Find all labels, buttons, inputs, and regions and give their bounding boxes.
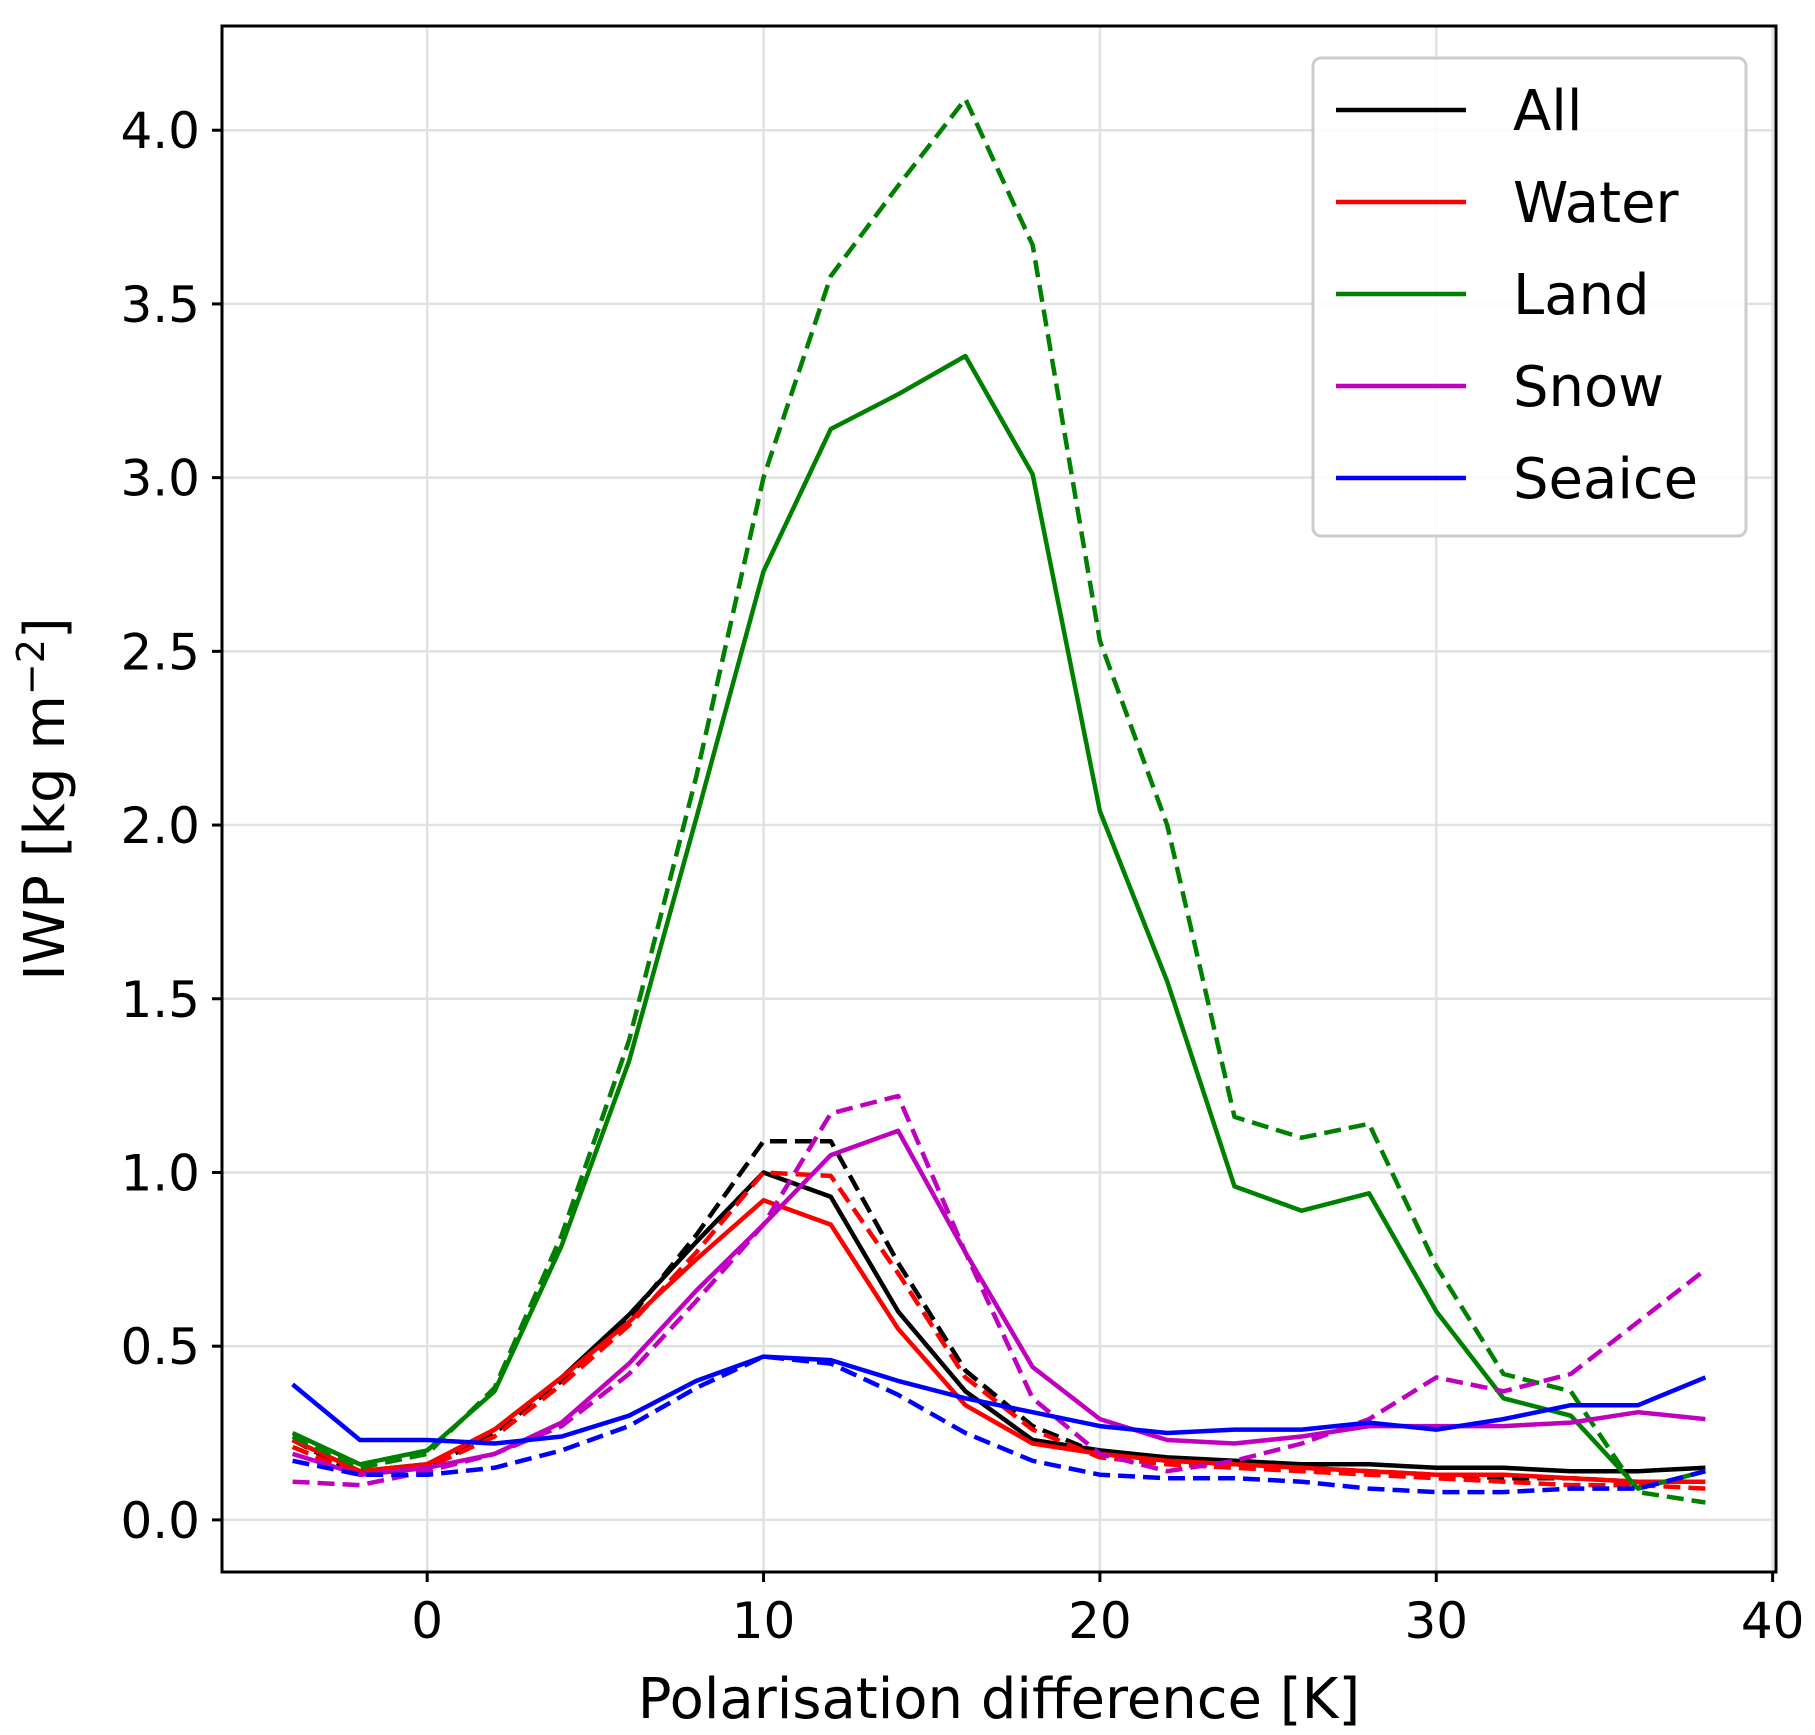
x-tick-label: 30 [1404, 1592, 1468, 1650]
x-ticks: 0 10 20 30 40 [411, 1572, 1804, 1650]
y-ticks: 0.0 0.5 1.0 1.5 2.0 2.5 3.0 3.5 4.0 [120, 102, 222, 1550]
y-axis-title-close: ] [13, 617, 78, 639]
series-line-seaice-solid [291, 1354, 1707, 1446]
y-tick-label: 0.0 [120, 1492, 200, 1550]
series-line-water-dashed [291, 1170, 1706, 1491]
legend-label-snow: Snow [1513, 355, 1664, 420]
y-tick-label: 3.0 [120, 450, 200, 508]
x-tick-label: 10 [732, 1592, 796, 1650]
y-axis-title-main: IWP [kg m [13, 695, 78, 981]
legend-label-water: Water [1513, 171, 1680, 236]
x-axis-title: Polarisation difference [K] [638, 1667, 1360, 1732]
y-axis-title-exponent: −2 [9, 639, 53, 695]
y-tick-label: 4.0 [120, 102, 200, 160]
series-layer [291, 96, 1707, 1505]
axes-frame [220, 24, 1778, 1574]
series-line-seaice-dashed [292, 1354, 1706, 1495]
y-tick-label: 2.0 [120, 797, 200, 855]
y-tick-label: 1.0 [120, 1144, 200, 1202]
series-line-water-solid [291, 1198, 1706, 1484]
y-tick-label: 0.5 [120, 1318, 200, 1376]
legend-label-all: All [1513, 79, 1582, 144]
y-tick-label: 3.5 [120, 276, 200, 334]
y-axis-title: IWP [kg m−2] [9, 617, 78, 981]
y-tick-label: 1.5 [120, 971, 200, 1029]
legend: All Water Land Snow Seaice [1311, 56, 1748, 538]
x-tick-label: 40 [1741, 1592, 1805, 1650]
series-line-land-solid [291, 353, 1706, 1491]
y-tick-label: 2.5 [120, 623, 200, 681]
legend-label-seaice: Seaice [1513, 447, 1698, 512]
legend-label-land: Land [1513, 263, 1650, 328]
series-line-land-dashed [291, 96, 1706, 1505]
x-tick-label: 0 [411, 1592, 443, 1650]
x-tick-label: 20 [1068, 1592, 1132, 1650]
legend-box [1311, 56, 1748, 538]
